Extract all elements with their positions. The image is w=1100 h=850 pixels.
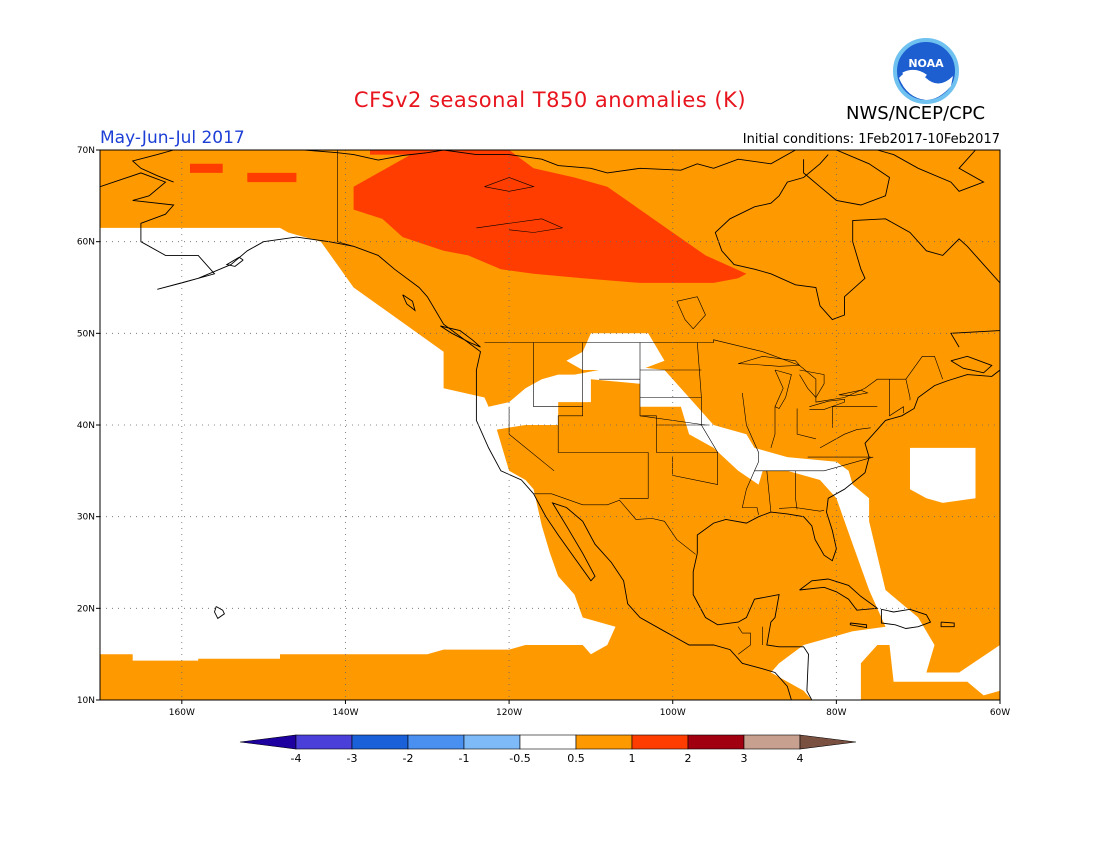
coastline bbox=[440, 325, 481, 348]
lake-outline bbox=[476, 218, 564, 233]
country-border bbox=[484, 339, 943, 403]
colorbar-label: -2 bbox=[403, 752, 414, 765]
colorbar-bin bbox=[743, 734, 801, 750]
latitude-tick-label: 30N bbox=[77, 513, 95, 523]
coastline bbox=[849, 622, 868, 629]
country-border bbox=[336, 150, 354, 247]
lake-outline bbox=[809, 398, 845, 410]
lake-outline bbox=[676, 296, 706, 330]
initial-conditions-label: Initial conditions: 1Feb2017-10Feb2017 bbox=[742, 132, 1000, 147]
colorbar-bin bbox=[463, 734, 521, 750]
colorbar-label: -0.5 bbox=[509, 752, 530, 765]
colorbar-bin bbox=[351, 734, 409, 750]
latitude-tick-label: 20N bbox=[77, 604, 95, 614]
lake-outline bbox=[799, 369, 825, 399]
coastline bbox=[940, 621, 955, 628]
coastlines bbox=[100, 150, 1059, 700]
graticule bbox=[100, 150, 1000, 700]
coastline bbox=[1004, 320, 1059, 361]
coastline bbox=[100, 172, 792, 700]
coastline bbox=[402, 294, 416, 312]
longitude-tick-label: 120W bbox=[496, 708, 522, 718]
neutral-region bbox=[910, 447, 976, 503]
longitude-tick-label: 80W bbox=[826, 708, 846, 718]
coastline bbox=[692, 553, 813, 700]
longitude-tick-label: 60W bbox=[990, 708, 1010, 718]
state-border bbox=[889, 379, 904, 417]
state-border bbox=[766, 470, 772, 513]
state-border bbox=[697, 342, 719, 485]
colorbar-bin bbox=[631, 734, 689, 750]
noaa-logo-text: NOAA bbox=[908, 57, 944, 70]
colorbar-label: 3 bbox=[741, 752, 748, 765]
colorbar-bin bbox=[295, 734, 353, 750]
lake-outline bbox=[774, 369, 792, 409]
season-label: May-Jun-Jul 2017 bbox=[100, 128, 245, 148]
coastline bbox=[696, 369, 1000, 562]
latitude-tick-label: 50N bbox=[77, 329, 95, 339]
agency-label: NWS/NCEP/CPC bbox=[846, 103, 986, 124]
state-border bbox=[533, 342, 583, 408]
state-border bbox=[557, 342, 649, 499]
state-border bbox=[770, 406, 776, 448]
coastline bbox=[877, 150, 985, 192]
coastline bbox=[799, 578, 879, 611]
colorbar-label: 2 bbox=[685, 752, 692, 765]
anomaly-region bbox=[190, 163, 223, 173]
latitude-tick-label: 70N bbox=[77, 146, 95, 156]
latitude-tick-label: 10N bbox=[77, 696, 95, 706]
coastline bbox=[803, 150, 891, 206]
coastline bbox=[131, 150, 796, 183]
state-border bbox=[795, 470, 798, 510]
colorbar-bin bbox=[407, 734, 465, 750]
lake-outline bbox=[838, 389, 869, 397]
colorbar-lower-arrow bbox=[239, 734, 297, 750]
noaa-logo: NOAA bbox=[893, 38, 959, 104]
longitude-tick-label: 100W bbox=[660, 708, 686, 718]
state-border bbox=[905, 379, 911, 401]
coastline bbox=[225, 256, 244, 267]
state-border bbox=[819, 427, 871, 449]
state-border bbox=[779, 507, 825, 512]
colorbar-label: 1 bbox=[629, 752, 636, 765]
colorbar: -4 -3 -2 -1 -0.5 0.5 1 2 3 4 bbox=[239, 734, 857, 765]
axis-ticks: 70N 60N 50N 40N 30N 20N 10N 160W 140W 120W 100W 80W… bbox=[77, 146, 1010, 718]
coastline bbox=[880, 608, 932, 629]
anomaly-region bbox=[353, 150, 747, 283]
anomaly-region bbox=[247, 172, 297, 183]
colorbar-label: -3 bbox=[347, 752, 358, 765]
coastline bbox=[714, 154, 1000, 348]
anomaly-region bbox=[370, 150, 501, 155]
colorbar-bin bbox=[575, 734, 633, 750]
colorbar-label: 0.5 bbox=[567, 752, 585, 765]
noaa-logo-icon: NOAA bbox=[893, 38, 959, 104]
colorbar-label: -4 bbox=[291, 752, 302, 765]
colorbar-bin bbox=[519, 734, 577, 750]
state-border bbox=[508, 406, 555, 472]
longitude-tick-label: 160W bbox=[169, 708, 195, 718]
lake-outline bbox=[484, 177, 535, 192]
country-border bbox=[533, 493, 696, 555]
colorbar-label: -1 bbox=[459, 752, 470, 765]
coastline bbox=[214, 606, 225, 620]
colorbar-bin bbox=[687, 734, 745, 750]
state-border bbox=[672, 457, 718, 485]
longitude-tick-label: 140W bbox=[332, 708, 358, 718]
latitude-tick-label: 40N bbox=[77, 421, 95, 431]
state-border bbox=[796, 408, 816, 440]
coastline bbox=[950, 355, 993, 374]
latitude-tick-label: 60N bbox=[77, 238, 95, 248]
colorbar-label: 4 bbox=[797, 752, 804, 765]
chart-title: CFSv2 seasonal T850 anomalies (K) bbox=[353, 88, 747, 112]
state-border bbox=[754, 456, 874, 472]
colorbar-upper-arrow bbox=[799, 734, 857, 750]
country-border bbox=[737, 626, 751, 655]
